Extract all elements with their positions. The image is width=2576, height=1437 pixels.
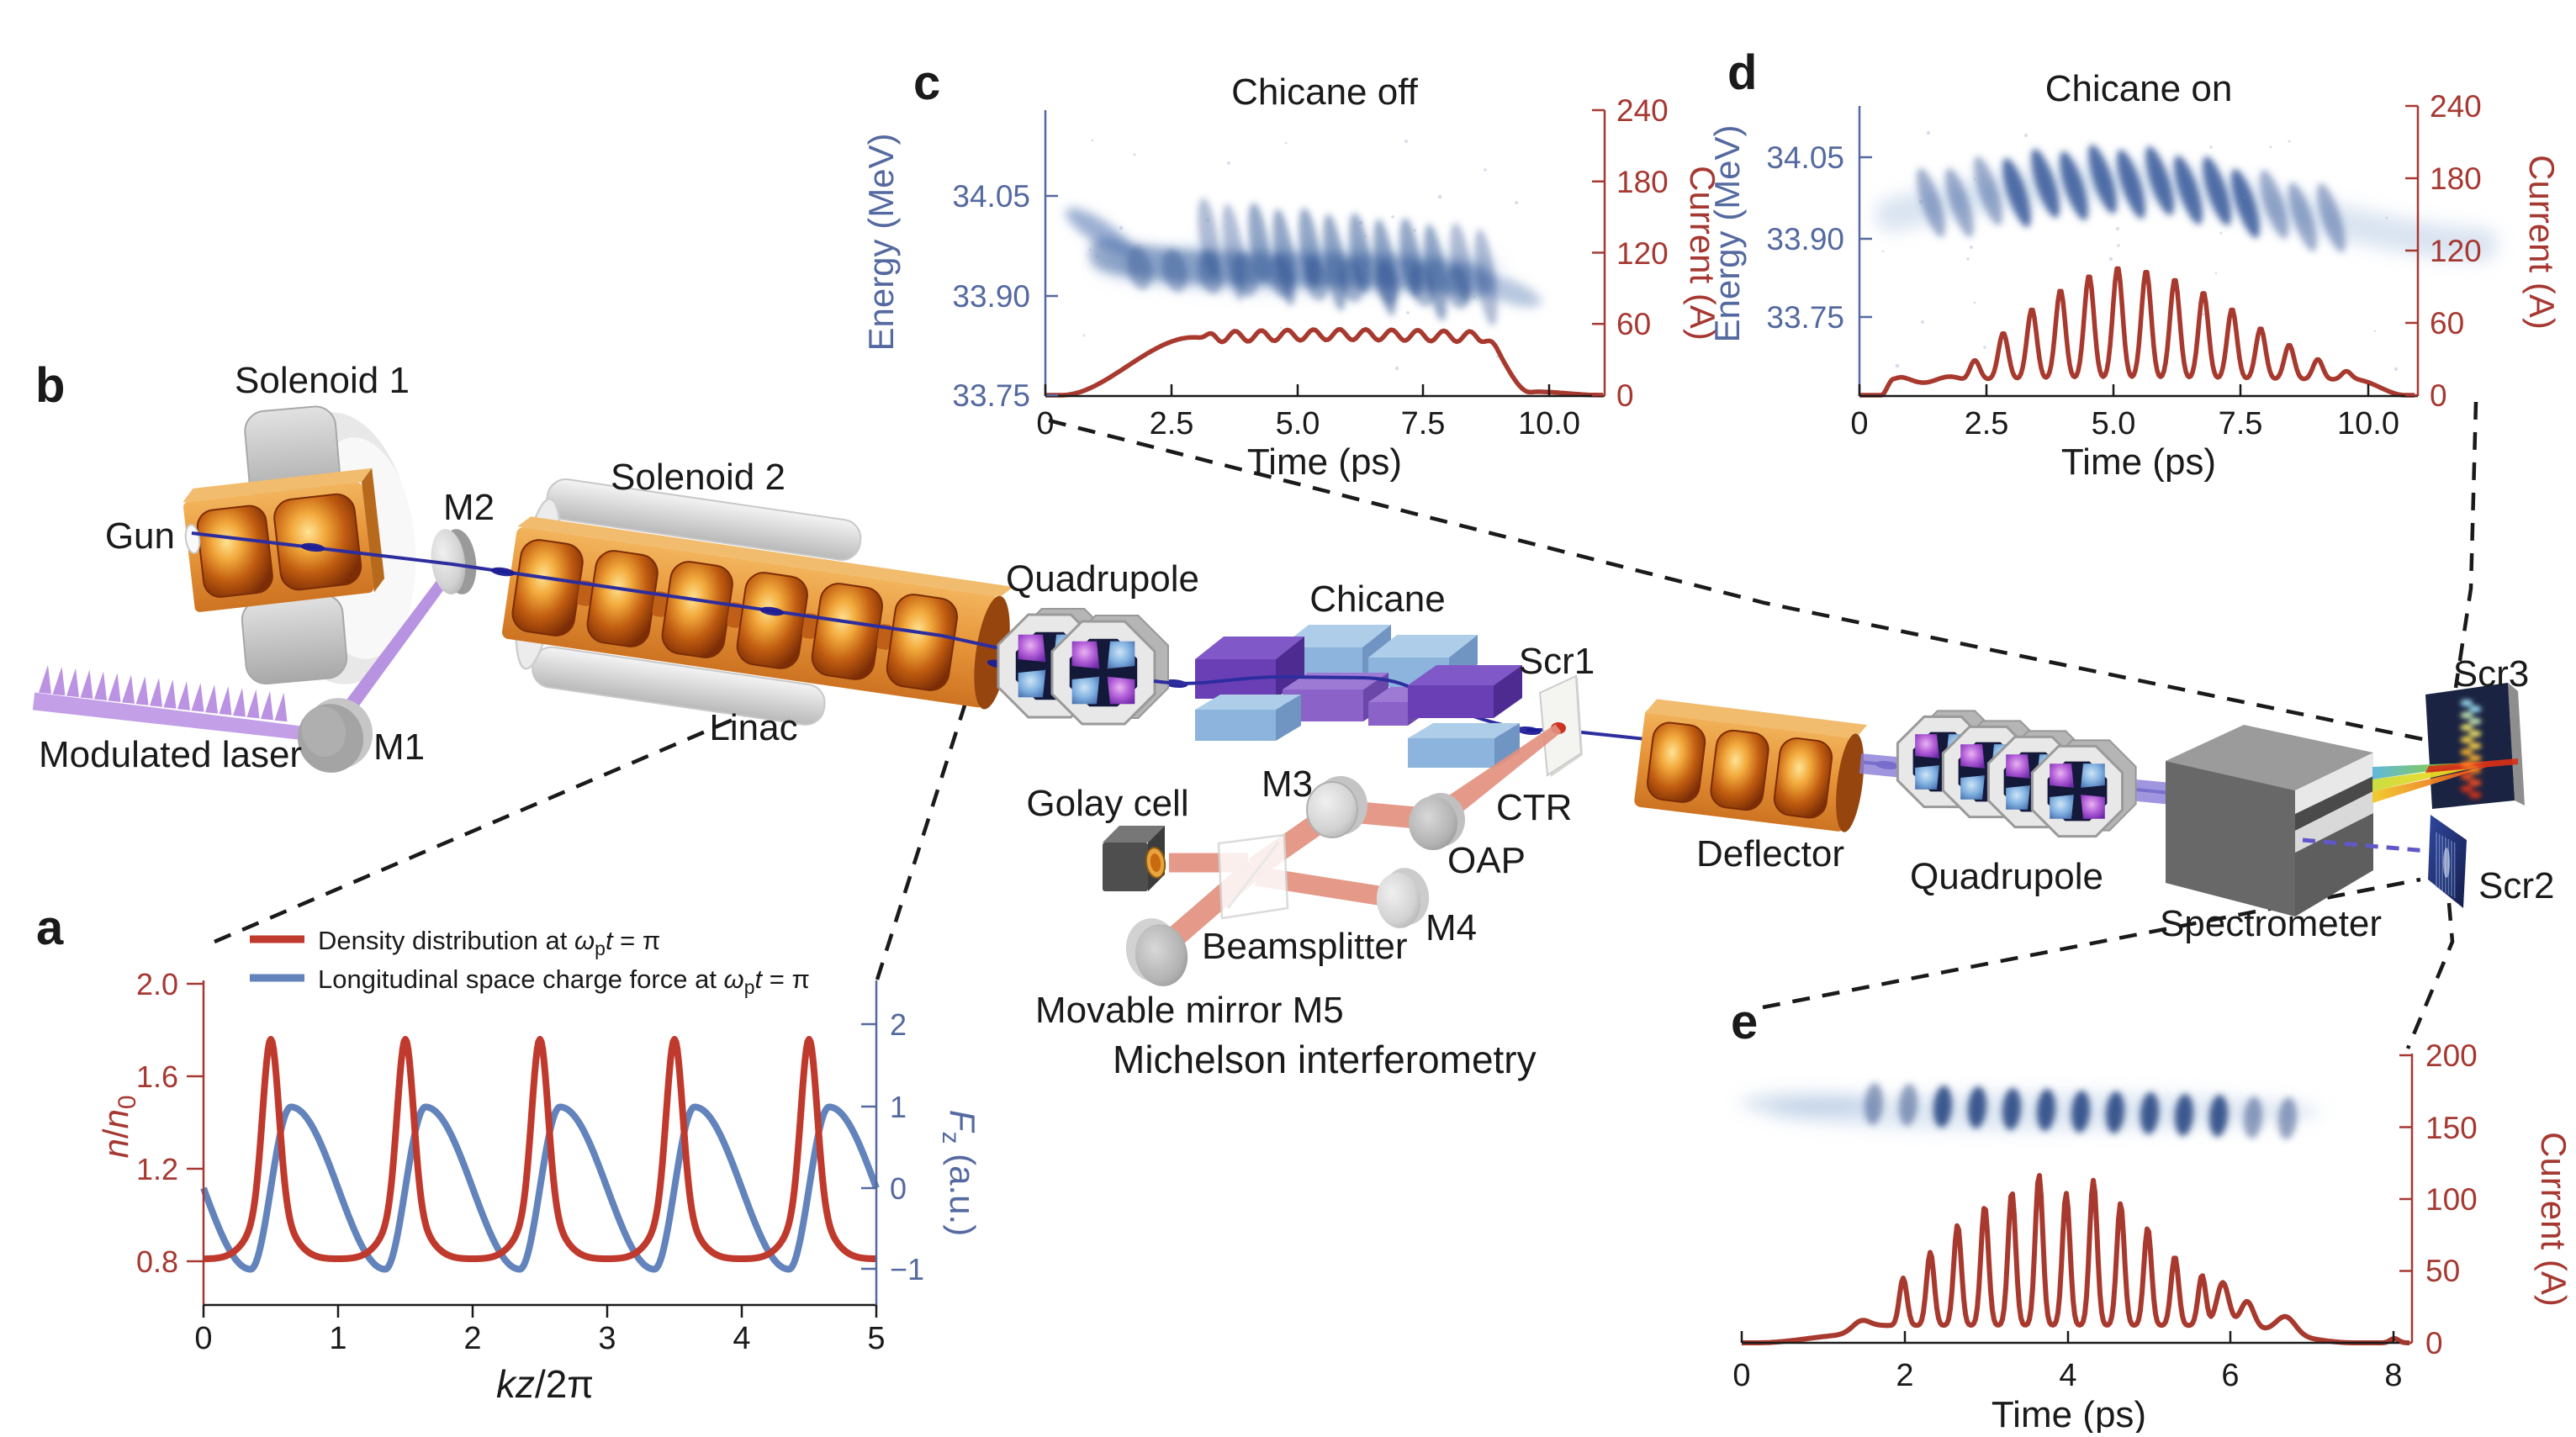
svg-text:Fz (a.u.): Fz (a.u.): [937, 1110, 982, 1236]
svg-text:240: 240: [2430, 89, 2482, 124]
svg-text:OAP: OAP: [1447, 840, 1526, 881]
svg-text:1: 1: [329, 1321, 346, 1356]
svg-text:33.90: 33.90: [952, 279, 1030, 314]
svg-text:34.05: 34.05: [952, 179, 1030, 214]
svg-text:2: 2: [1896, 1358, 1913, 1393]
svg-text:10.0: 10.0: [1518, 406, 1580, 441]
svg-text:4: 4: [2059, 1358, 2076, 1393]
svg-text:2: 2: [890, 1007, 907, 1042]
svg-text:Energy (MeV): Energy (MeV): [861, 133, 901, 351]
svg-text:b: b: [35, 358, 65, 413]
svg-text:Time (ps): Time (ps): [2061, 441, 2216, 483]
svg-text:M1: M1: [373, 726, 425, 768]
svg-text:n/n0: n/n0: [96, 1095, 141, 1158]
svg-text:2.5: 2.5: [1965, 406, 2009, 441]
svg-text:a: a: [36, 901, 64, 955]
svg-text:Spectrometer: Spectrometer: [2160, 903, 2382, 944]
svg-text:Current (A): Current (A): [2522, 155, 2562, 330]
svg-text:M3: M3: [1262, 763, 1313, 805]
svg-text:−1: −1: [890, 1252, 924, 1286]
svg-text:120: 120: [1616, 236, 1669, 271]
svg-text:0: 0: [2425, 1326, 2443, 1360]
svg-text:34.05: 34.05: [1766, 140, 1844, 175]
svg-text:5.0: 5.0: [2092, 406, 2136, 441]
svg-text:2.0: 2.0: [136, 967, 178, 1001]
svg-text:Energy (MeV): Energy (MeV): [1707, 124, 1747, 342]
svg-text:Movable mirror M5: Movable mirror M5: [1035, 990, 1344, 1031]
svg-text:Linac: Linac: [709, 707, 797, 748]
svg-text:33.90: 33.90: [1766, 222, 1844, 256]
svg-text:5: 5: [867, 1321, 885, 1356]
svg-text:M2: M2: [443, 487, 495, 528]
svg-text:Density distribution at ωpt =: Density distribution at ωpt = π: [318, 926, 660, 959]
svg-text:60: 60: [1616, 307, 1651, 341]
svg-text:M4: M4: [1426, 907, 1477, 948]
svg-text:120: 120: [2430, 234, 2482, 268]
svg-text:e: e: [1731, 995, 1758, 1049]
svg-text:Time (ps): Time (ps): [1992, 1394, 2146, 1433]
svg-text:4: 4: [733, 1321, 750, 1356]
svg-text:8: 8: [2384, 1358, 2402, 1393]
svg-text:0: 0: [194, 1321, 212, 1356]
svg-text:2: 2: [463, 1321, 481, 1356]
svg-text:Time (ps): Time (ps): [1247, 441, 1402, 483]
svg-text:2.5: 2.5: [1150, 406, 1194, 441]
svg-text:180: 180: [2430, 161, 2482, 196]
svg-text:180: 180: [1616, 165, 1669, 199]
svg-text:Chicane: Chicane: [1309, 578, 1445, 620]
svg-text:60: 60: [2430, 306, 2464, 341]
svg-text:Solenoid 1: Solenoid 1: [235, 360, 410, 401]
svg-text:Modulated laser: Modulated laser: [39, 734, 302, 775]
svg-text:1.6: 1.6: [136, 1059, 178, 1094]
svg-text:Michelson interferometry: Michelson interferometry: [1113, 1038, 1537, 1081]
svg-text:6: 6: [2221, 1358, 2239, 1393]
svg-text:3: 3: [598, 1321, 616, 1356]
svg-text:Beamsplitter: Beamsplitter: [1202, 926, 1408, 967]
svg-text:1: 1: [890, 1090, 907, 1124]
svg-text:33.75: 33.75: [1766, 300, 1844, 335]
svg-text:d: d: [1727, 45, 1757, 100]
svg-text:200: 200: [2425, 1038, 2478, 1073]
svg-text:150: 150: [2425, 1111, 2478, 1145]
svg-text:0: 0: [1850, 406, 1868, 441]
svg-text:10.0: 10.0: [2337, 406, 2399, 441]
svg-text:7.5: 7.5: [2219, 406, 2263, 441]
svg-text:Scr1: Scr1: [1519, 641, 1595, 682]
svg-text:c: c: [913, 55, 940, 110]
svg-text:7.5: 7.5: [1401, 406, 1446, 441]
svg-text:50: 50: [2425, 1254, 2460, 1288]
svg-text:0: 0: [2430, 378, 2447, 413]
svg-text:33.75: 33.75: [952, 378, 1030, 413]
svg-text:0: 0: [1616, 378, 1634, 413]
svg-text:Current (A): Current (A): [1683, 166, 1722, 341]
svg-text:Chicane off: Chicane off: [1231, 71, 1419, 113]
svg-text:Quadrupole: Quadrupole: [1006, 558, 1199, 600]
svg-text:Chicane on: Chicane on: [2045, 68, 2233, 109]
svg-text:0.8: 0.8: [136, 1244, 178, 1279]
svg-text:1.2: 1.2: [136, 1152, 178, 1186]
svg-text:0: 0: [890, 1171, 907, 1206]
svg-text:5.0: 5.0: [1276, 406, 1320, 441]
svg-text:Gun: Gun: [105, 515, 175, 557]
svg-text:Golay cell: Golay cell: [1026, 783, 1188, 824]
svg-text:0: 0: [1036, 406, 1054, 441]
svg-text:Scr3: Scr3: [2453, 653, 2529, 695]
svg-text:CTR: CTR: [1496, 787, 1572, 828]
svg-text:kz/2π: kz/2π: [496, 1362, 594, 1406]
svg-text:Longitudinal space charge forc: Longitudinal space charge force at ωpt =…: [318, 964, 810, 998]
svg-text:240: 240: [1616, 93, 1669, 128]
svg-text:Scr2: Scr2: [2478, 865, 2554, 906]
svg-text:Current (A): Current (A): [2534, 1132, 2573, 1307]
svg-text:100: 100: [2425, 1182, 2478, 1217]
svg-text:Deflector: Deflector: [1696, 833, 1844, 874]
svg-text:Solenoid 2: Solenoid 2: [611, 457, 785, 498]
svg-text:0: 0: [1732, 1358, 1750, 1393]
svg-text:Quadrupole: Quadrupole: [1910, 856, 2103, 897]
